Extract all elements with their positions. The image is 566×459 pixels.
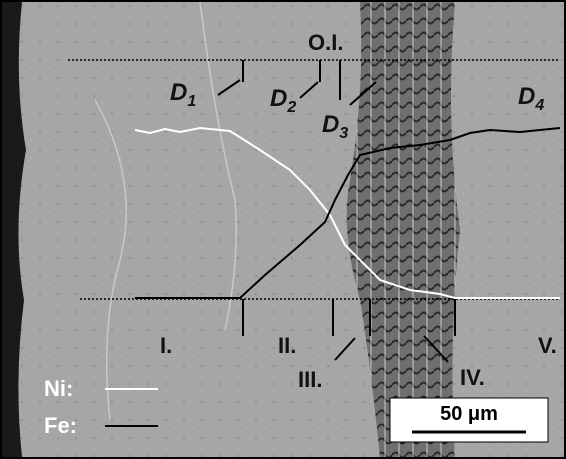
scale-label: 50 μm [440, 403, 498, 425]
oi-label: O.I. [308, 30, 343, 55]
zone-label: II. [278, 333, 296, 358]
d-letter: D [170, 79, 187, 106]
d-sub: 3 [339, 125, 348, 142]
d-sub: 1 [187, 93, 196, 110]
zone-label: IV. [460, 365, 485, 390]
zone-label: I. [160, 333, 172, 358]
legend-ni: Ni: [44, 376, 73, 401]
zone-label: V. [538, 333, 557, 358]
legend-fe: Fe: [44, 413, 77, 438]
d-letter: D [322, 111, 339, 138]
page: O.I. D1 D2 D3 D4 I. II. III. IV. V. Ni: … [0, 0, 566, 459]
d-letter: D [518, 83, 535, 110]
d-sub: 2 [286, 99, 296, 116]
d-letter: D [270, 85, 287, 112]
micrograph: O.I. D1 D2 D3 D4 I. II. III. IV. V. Ni: … [0, 0, 566, 459]
d-sub: 4 [534, 97, 544, 114]
zone-label: III. [298, 367, 322, 392]
